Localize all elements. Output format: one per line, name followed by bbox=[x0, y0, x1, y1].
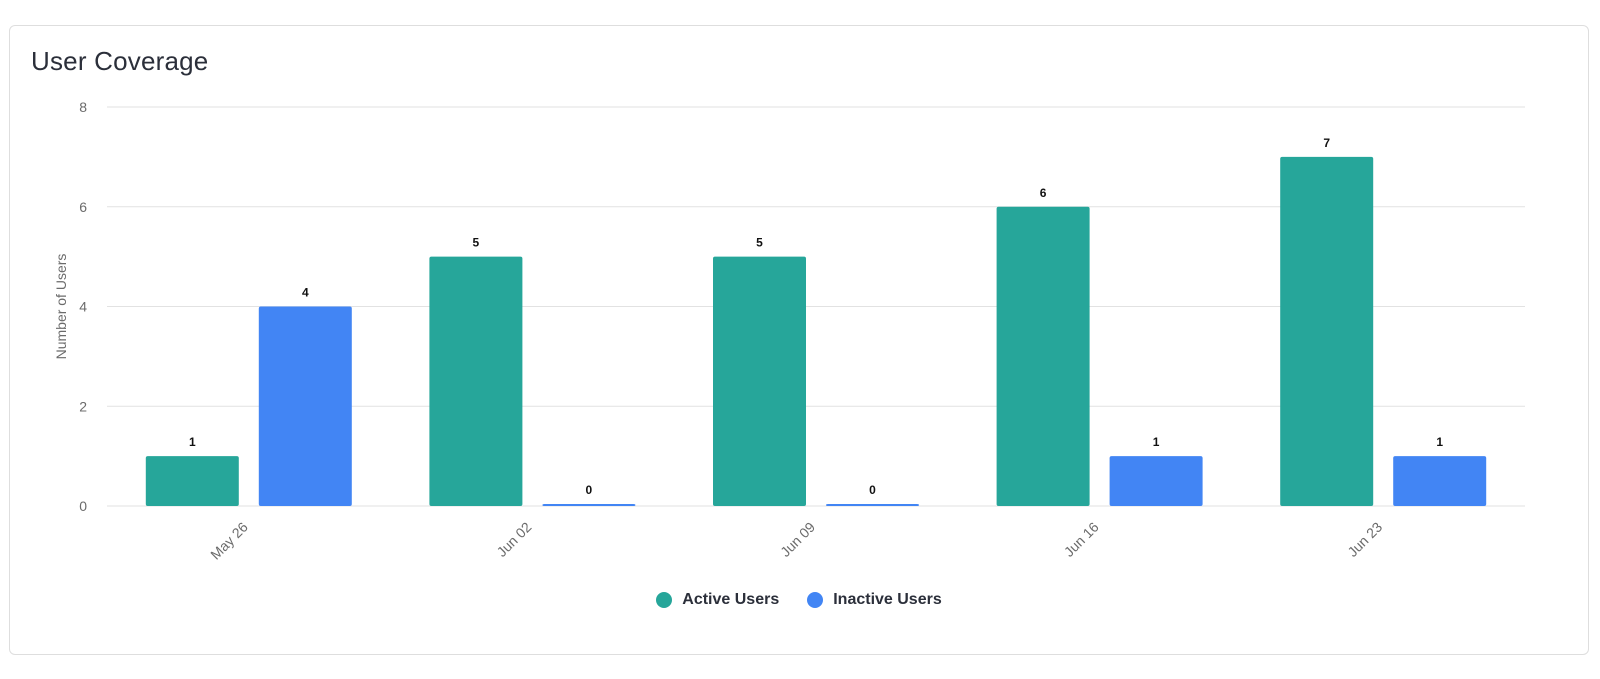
bar-inactive-users[interactable] bbox=[542, 504, 636, 506]
data-label: 0 bbox=[869, 483, 876, 497]
data-label: 4 bbox=[302, 286, 309, 300]
y-axis-title: Number of Users bbox=[53, 254, 69, 360]
bar-inactive-users[interactable] bbox=[1109, 456, 1203, 506]
data-label: 0 bbox=[586, 483, 593, 497]
y-tick-label: 0 bbox=[79, 498, 87, 514]
y-tick-label: 8 bbox=[79, 99, 87, 115]
bar-active-users[interactable] bbox=[1280, 156, 1374, 506]
y-tick-label: 6 bbox=[79, 199, 87, 215]
y-tick-label: 2 bbox=[79, 398, 87, 414]
x-tick-label: Jun 16 bbox=[1061, 519, 1102, 560]
legend-item-inactive-users[interactable]: Inactive Users bbox=[807, 591, 942, 609]
bar-chart: 0 2 4 6 8 Number of Users 1 4 May 26 5 0 Jun 02 5 0 Ju… bbox=[53, 99, 1525, 563]
data-label: 1 bbox=[1153, 435, 1160, 449]
chart-card: User Coverage 0 2 4 6 8 Number of Users 1 4 May … bbox=[9, 25, 1589, 655]
x-tick-label: Jun 09 bbox=[777, 519, 818, 560]
legend-swatch-inactive-icon bbox=[807, 592, 824, 608]
legend-label-active-users: Active Users bbox=[682, 591, 780, 608]
bar-active-users[interactable] bbox=[145, 456, 239, 506]
data-label: 5 bbox=[473, 236, 480, 250]
data-label: 1 bbox=[1436, 435, 1443, 449]
x-tick-label: May 26 bbox=[207, 519, 251, 563]
chart-legend: Active Users Inactive Users bbox=[10, 591, 1588, 609]
data-label: 6 bbox=[1040, 186, 1047, 200]
bar-inactive-users[interactable] bbox=[258, 306, 352, 507]
bar-inactive-users[interactable] bbox=[1393, 456, 1487, 506]
bar-inactive-users[interactable] bbox=[826, 504, 919, 506]
bar-active-users[interactable] bbox=[429, 256, 523, 506]
legend-swatch-active-icon bbox=[656, 592, 673, 608]
legend-item-active-users[interactable]: Active Users bbox=[656, 591, 779, 609]
x-tick-label: Jun 23 bbox=[1344, 519, 1385, 560]
legend-label-inactive-users: Inactive Users bbox=[833, 591, 942, 608]
data-label: 7 bbox=[1323, 136, 1330, 150]
card-title: User Coverage bbox=[31, 46, 209, 76]
bar-active-users[interactable] bbox=[996, 206, 1090, 506]
y-tick-label: 4 bbox=[79, 299, 87, 315]
data-label: 1 bbox=[189, 435, 196, 449]
data-label: 5 bbox=[756, 236, 763, 250]
bar-active-users[interactable] bbox=[713, 256, 806, 506]
x-tick-label: Jun 02 bbox=[493, 519, 534, 560]
